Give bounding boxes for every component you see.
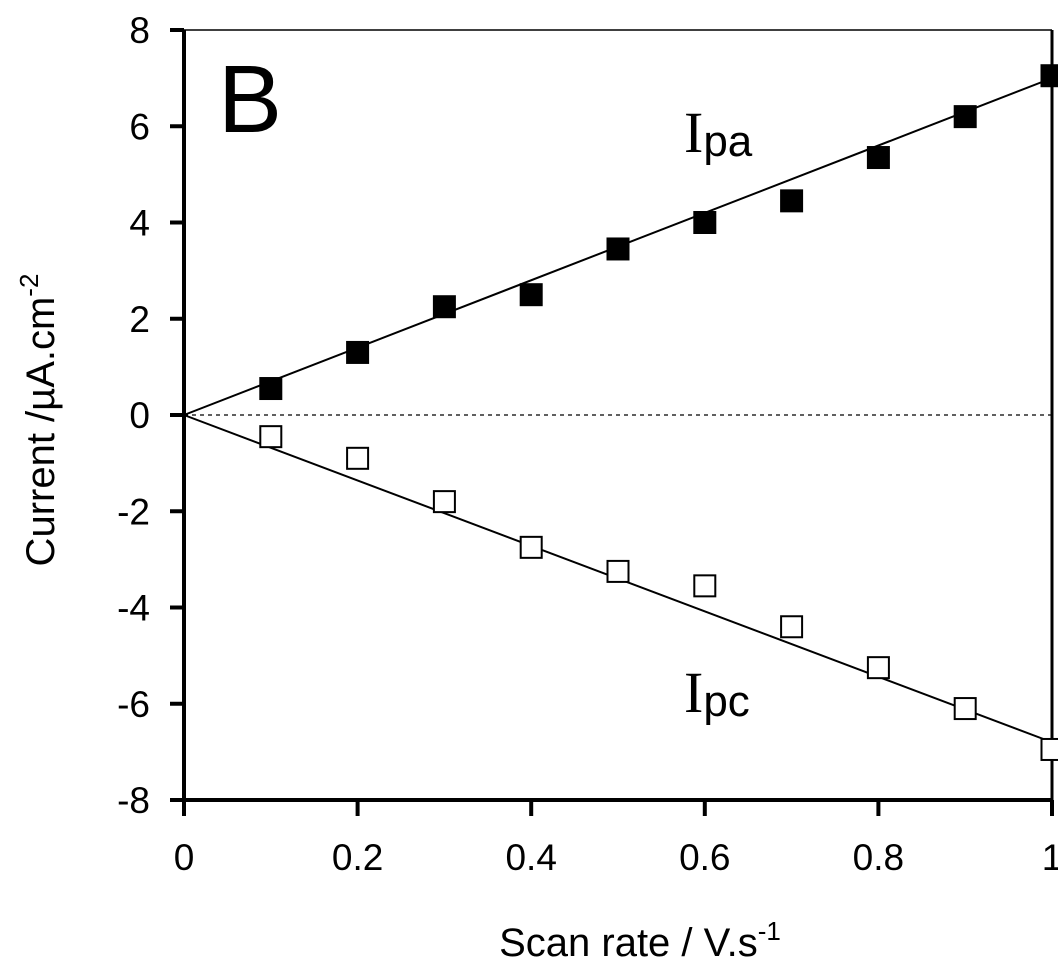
x-tick-label: 0.8 <box>853 837 904 878</box>
data-point-pc <box>1040 737 1058 761</box>
data-markers <box>259 64 1058 761</box>
y-axis-title-sup: -2 <box>14 274 44 297</box>
data-point-pa <box>693 211 717 234</box>
y-axis-title: Current /µA.cm-2 <box>14 274 63 567</box>
y-tick-label: 6 <box>129 106 150 147</box>
x-tick-label: 0.6 <box>679 837 730 878</box>
series-label-ipa-main: I <box>684 100 703 165</box>
data-point-pa <box>1040 64 1058 88</box>
x-axis-title: Scan rate / V.s-1 <box>499 916 781 965</box>
data-point-pa <box>953 105 977 129</box>
y-tick-label: 0 <box>129 395 150 436</box>
data-point-pa <box>259 377 283 401</box>
data-point-pa <box>780 189 804 213</box>
series-label-ipa-sub: pa <box>703 117 752 166</box>
y-axis-title-text: Current /µA.cm <box>19 297 63 567</box>
data-point-pc <box>953 697 977 721</box>
y-tick-label: -6 <box>117 684 150 725</box>
axes-layer <box>170 28 1054 816</box>
data-point-pa <box>346 340 370 364</box>
y-tick-label: 4 <box>129 203 150 244</box>
y-tick-label: -4 <box>117 588 150 629</box>
tick-labels: -8 -6 -4 -2 0 2 4 6 8 0 0.2 0.4 0.6 0.8 1 <box>117 10 1058 878</box>
series-label-ipc: Ipc <box>684 660 750 726</box>
x-tick-label: 1 <box>1042 837 1058 878</box>
panel-label: B <box>218 46 282 153</box>
series-label-ipc-sub: pc <box>703 677 749 726</box>
series-label-ipa: Ipa <box>684 100 753 166</box>
data-point-pc <box>606 559 630 583</box>
data-point-pc <box>432 490 456 514</box>
y-tick-label: -2 <box>117 491 150 532</box>
y-tick-label: 8 <box>129 10 150 51</box>
x-tick-label: 0.2 <box>332 837 383 878</box>
data-point-pa <box>866 146 890 170</box>
data-point-pc <box>866 656 890 680</box>
x-axis-title-text: Scan rate / V.s <box>499 921 758 965</box>
data-point-pc <box>780 615 804 639</box>
data-point-pa <box>432 295 456 319</box>
data-point-pa <box>519 283 543 307</box>
data-point-pc <box>519 535 543 559</box>
data-point-pc <box>346 446 370 470</box>
x-tick-label: 0 <box>174 837 195 878</box>
y-tick-label: -8 <box>117 780 150 821</box>
fit-lines <box>183 77 1053 744</box>
x-tick-label: 0.4 <box>505 837 556 878</box>
y-tick-label: 2 <box>129 299 150 340</box>
data-point-pa <box>606 237 630 261</box>
x-axis-title-sup: -1 <box>758 916 781 946</box>
data-point-pc <box>693 574 717 598</box>
data-point-pc <box>259 425 283 449</box>
series-label-ipc-main: I <box>684 660 703 725</box>
